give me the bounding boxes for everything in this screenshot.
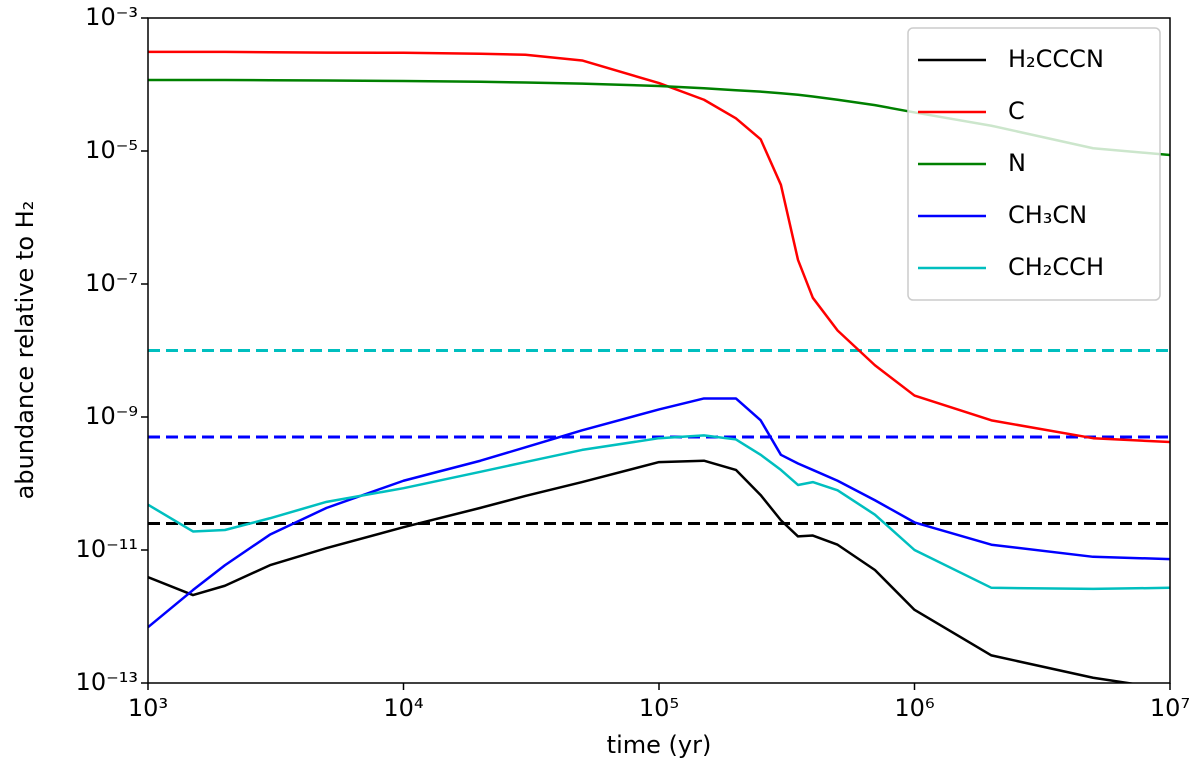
x-axis-label: time (yr) — [607, 731, 712, 759]
x-tick-label: 10⁴ — [383, 694, 423, 722]
series-line — [148, 50, 1170, 444]
series-line — [148, 397, 1170, 629]
y-tick-label: 10⁻⁹ — [85, 402, 138, 430]
x-tick-label: 10⁵ — [639, 694, 679, 722]
series-line — [148, 459, 1137, 683]
legend-label: N — [1008, 149, 1026, 177]
y-axis-label: abundance relative to H₂ — [11, 201, 39, 500]
x-tick-label: 10⁶ — [894, 694, 934, 722]
series-line — [148, 78, 1170, 157]
legend-label: CH₃CN — [1008, 201, 1087, 229]
y-tick-label: 10⁻¹³ — [76, 668, 138, 696]
y-tick-label: 10⁻¹¹ — [76, 535, 138, 563]
y-tick-label: 10⁻⁵ — [85, 136, 138, 164]
legend-box — [907, 27, 1161, 301]
legend-label: CH₂CCH — [1008, 253, 1104, 281]
x-tick-label: 10³ — [128, 694, 168, 722]
legend-label: C — [1008, 97, 1025, 125]
y-tick-label: 10⁻³ — [85, 3, 138, 31]
plot-area — [148, 50, 1170, 683]
x-tick-label: 10⁷ — [1150, 694, 1190, 722]
legend-label: H₂CCCN — [1008, 45, 1104, 73]
y-tick-label: 10⁻⁷ — [85, 269, 138, 297]
series-line — [148, 434, 1170, 591]
